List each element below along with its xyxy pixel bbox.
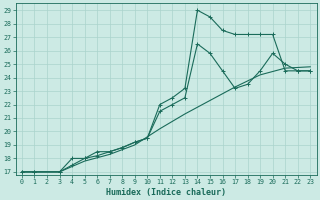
X-axis label: Humidex (Indice chaleur): Humidex (Indice chaleur) bbox=[106, 188, 226, 197]
